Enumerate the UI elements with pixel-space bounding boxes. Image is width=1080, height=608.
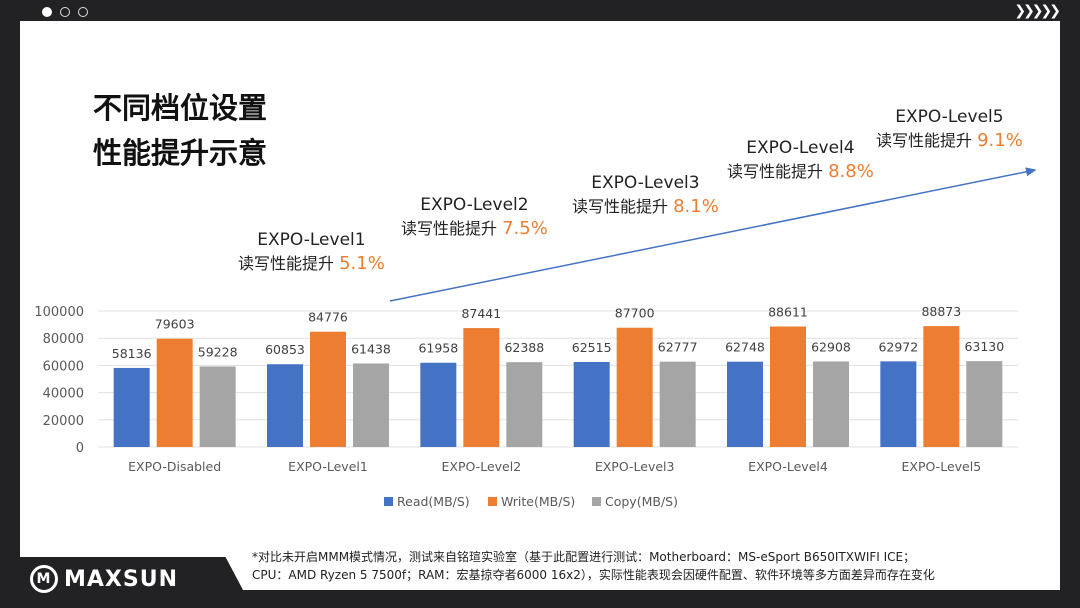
bar-Copy(MB/S) [506, 362, 543, 447]
bar-Write(MB/S) [310, 331, 346, 447]
data-label: 58136 [112, 346, 152, 361]
y-tick-label: 40000 [43, 387, 84, 402]
annotation-text: 读写性能提升 [727, 162, 824, 181]
data-label: 59228 [198, 344, 238, 359]
annotation-level3: EXPO-Level3 读写性能提升 8.1% [572, 171, 719, 219]
x-tick-label: EXPO-Disabled [128, 459, 221, 474]
y-tick-label: 20000 [43, 414, 84, 429]
annotation-text: 读写性能提升 [876, 131, 973, 150]
annotation-pct: 8.1% [673, 196, 719, 217]
annotation-pct: 7.5% [502, 218, 548, 239]
data-label: 62777 [658, 340, 698, 355]
footnote-panel [225, 556, 1060, 590]
data-label: 63130 [964, 339, 1004, 354]
bar-Read(MB/S) [420, 362, 457, 447]
bar-Copy(MB/S) [813, 361, 849, 447]
bar-Read(MB/S) [267, 364, 303, 447]
legend-entry: Read(MB/S) [397, 494, 470, 509]
slide-dots [42, 7, 88, 17]
annotation-level1: EXPO-Level1 读写性能提升 5.1% [238, 228, 385, 276]
data-label: 62972 [878, 339, 918, 354]
legend-swatch [592, 497, 601, 506]
slide-dot[interactable] [60, 7, 70, 17]
bar-Write(MB/S) [923, 326, 960, 447]
annotation-level4: EXPO-Level4 读写性能提升 8.8% [727, 136, 874, 184]
x-tick-label: EXPO-Level2 [442, 459, 522, 474]
title-line: 不同档位设置 [93, 91, 268, 125]
bar-Read(MB/S) [573, 361, 610, 447]
data-label: 62388 [504, 340, 544, 355]
data-label: 88873 [921, 304, 961, 319]
annotation-level: EXPO-Level5 [895, 107, 1004, 127]
bar-Write(MB/S) [156, 338, 193, 447]
annotation-level: EXPO-Level1 [257, 230, 366, 250]
bar-Copy(MB/S) [659, 361, 696, 447]
data-label: 62515 [572, 340, 612, 355]
bar-Copy(MB/S) [966, 361, 1003, 447]
annotation-text: 读写性能提升 [572, 197, 669, 216]
data-label: 84776 [308, 310, 348, 325]
y-tick-label: 100000 [34, 305, 84, 320]
bar-Read(MB/S) [727, 361, 763, 447]
legend-swatch [488, 497, 497, 506]
data-label: 60853 [265, 342, 305, 357]
bar-Write(MB/S) [616, 327, 653, 447]
annotation-pct: 9.1% [977, 130, 1023, 151]
bar-Write(MB/S) [770, 326, 806, 447]
slide-dot[interactable] [78, 7, 88, 17]
annotation-level: EXPO-Level4 [746, 138, 855, 158]
data-label: 79603 [155, 317, 195, 332]
slide-panel [20, 21, 1060, 557]
y-tick-label: 0 [76, 441, 84, 456]
y-tick-label: 80000 [43, 332, 84, 347]
page-title: 不同档位设置 性能提升示意 [93, 86, 267, 176]
chevrons-icon: ❯❯❯❯❯ [1014, 3, 1061, 19]
trend-arrow [389, 167, 1037, 302]
x-tick-label: EXPO-Level3 [595, 459, 675, 474]
bar-Copy(MB/S) [353, 363, 389, 447]
x-tick-label: EXPO-Level5 [902, 459, 982, 474]
annotation-level2: EXPO-Level2 读写性能提升 7.5% [401, 193, 548, 241]
annotation-text: 读写性能提升 [238, 254, 335, 273]
logo-icon: M [30, 565, 58, 593]
y-tick-label: 60000 [43, 359, 84, 374]
annotation-pct: 8.8% [828, 161, 874, 182]
legend-entry: Copy(MB/S) [605, 494, 678, 509]
footnote: *对比未开启MMM模式情况，测试来自铭瑄实验室（基于此配置进行测试：Mother… [252, 548, 935, 584]
data-label: 61958 [418, 341, 458, 356]
data-label: 87441 [461, 306, 501, 321]
data-label: 62748 [725, 340, 765, 355]
annotation-level: EXPO-Level2 [420, 195, 529, 215]
annotation-pct: 5.1% [339, 253, 385, 274]
annotation-level: EXPO-Level3 [591, 173, 700, 193]
bar-Read(MB/S) [880, 361, 917, 447]
bar-Write(MB/S) [463, 328, 500, 447]
data-label: 62908 [811, 339, 851, 354]
logo-text: MAXSUN [64, 566, 179, 592]
slide-dot[interactable] [42, 7, 52, 17]
bar-Read(MB/S) [113, 367, 150, 447]
maxsun-logo: M MAXSUN [30, 565, 178, 593]
annotation-level5: EXPO-Level5 读写性能提升 9.1% [876, 105, 1023, 153]
data-label: 88611 [768, 304, 808, 319]
x-tick-label: EXPO-Level4 [748, 459, 828, 474]
legend-entry: Write(MB/S) [501, 494, 575, 509]
data-label: 87700 [615, 306, 655, 321]
title-line: 性能提升示意 [93, 136, 268, 170]
legend-swatch [384, 497, 393, 506]
data-label: 61438 [351, 341, 391, 356]
annotation-text: 读写性能提升 [401, 219, 498, 238]
footnote-line: *对比未开启MMM模式情况，测试来自铭瑄实验室（基于此配置进行测试：Mother… [252, 550, 916, 564]
bar-Copy(MB/S) [199, 366, 236, 447]
footnote-line: CPU：AMD Ryzen 5 7500f；RAM：宏基掠夺者6000 16x2… [252, 568, 935, 582]
x-tick-label: EXPO-Level1 [288, 459, 368, 474]
